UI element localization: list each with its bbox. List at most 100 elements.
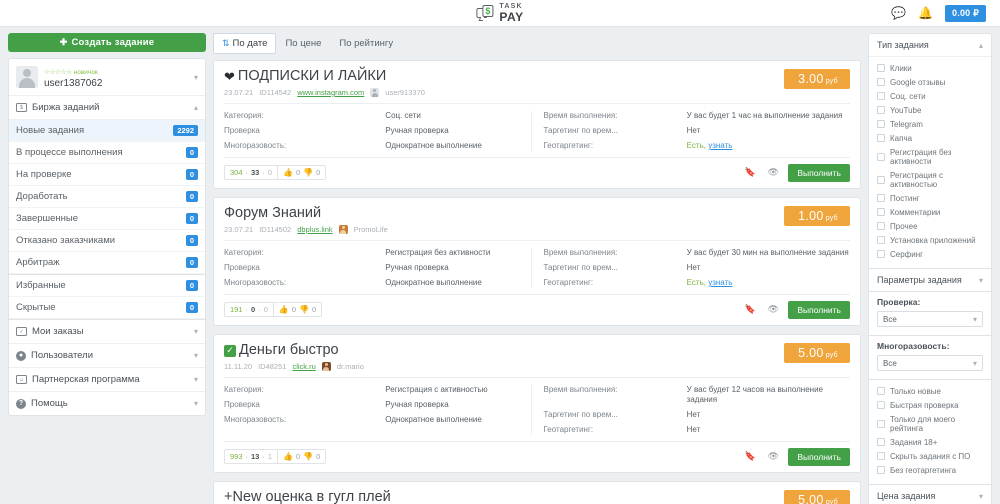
app-logo[interactable]: $ TASK PAY bbox=[476, 3, 523, 23]
thumb-down-icon[interactable]: 👎 bbox=[303, 452, 314, 462]
checkbox-icon[interactable] bbox=[877, 92, 885, 100]
chevron-down-icon[interactable]: ▾ bbox=[193, 72, 198, 82]
task-title[interactable]: +New оценка в гугл плей bbox=[224, 489, 850, 504]
filter-option-posting[interactable]: Постинг bbox=[877, 191, 983, 205]
sidebar-item-hidden[interactable]: Скрытые 0 bbox=[9, 297, 205, 319]
sidebar-section-exchange[interactable]: $ Биржа заданий ▴ bbox=[9, 95, 205, 119]
checkbox-icon[interactable] bbox=[877, 78, 885, 86]
checkbox-icon[interactable] bbox=[877, 466, 885, 474]
filter-option-reg-with-activity[interactable]: Регистрация с активностью bbox=[877, 168, 983, 191]
checkbox-icon[interactable] bbox=[877, 134, 885, 142]
task-author[interactable]: dr.mario bbox=[336, 361, 364, 371]
tab-by-date[interactable]: ⇅ По дате bbox=[213, 33, 277, 54]
sidebar-section-partner[interactable]: ☺ Партнерская программа ▾ bbox=[9, 367, 205, 391]
task-link[interactable]: www.instagram.com bbox=[297, 87, 365, 97]
sidebar-item-favorites[interactable]: Избранные 0 bbox=[9, 274, 205, 297]
eye-icon[interactable]: 👁 bbox=[767, 304, 780, 315]
task-card[interactable]: 3.00 руб ❤ ПОДПИСКИ И ЛАЙКИ 23.07.21 ID11… bbox=[213, 60, 861, 189]
do-task-button[interactable]: Выполнить bbox=[788, 300, 850, 319]
filter-flag-no-geo[interactable]: Без геотаргетинга bbox=[877, 463, 983, 477]
chat-icon[interactable]: 💬 bbox=[891, 6, 907, 20]
thumb-up-icon[interactable]: 👍 bbox=[283, 452, 293, 462]
sidebar-item-in-progress[interactable]: В процессе выполнения 0 bbox=[9, 142, 205, 164]
checkbox-icon[interactable] bbox=[877, 250, 885, 258]
thumb-down-icon[interactable]: 👎 bbox=[303, 168, 314, 178]
task-title[interactable]: ❤ ПОДПИСКИ И ЛАЙКИ bbox=[224, 68, 850, 85]
tab-by-price[interactable]: По цене bbox=[276, 33, 330, 54]
task-card[interactable]: 1.00 руб Форум Знаний 23.07.21 ID114502 d… bbox=[213, 196, 861, 326]
thumb-up-icon[interactable]: 👍 bbox=[278, 305, 289, 315]
filter-option-social[interactable]: Соц. сети bbox=[877, 89, 983, 103]
filter-option-other[interactable]: Прочее bbox=[877, 219, 983, 233]
sidebar-profile[interactable]: ☆☆☆☆☆ новичок user1387062 ▾ bbox=[9, 59, 205, 95]
checkbox-icon[interactable] bbox=[877, 194, 885, 202]
checkbox-icon[interactable] bbox=[877, 387, 885, 395]
filter-option-google-reviews[interactable]: Google отзывы bbox=[877, 75, 983, 89]
task-link[interactable]: click.ru bbox=[292, 361, 316, 371]
filter-repeat-select[interactable]: Все ▾ bbox=[877, 355, 983, 371]
checkbox-icon[interactable] bbox=[877, 419, 885, 428]
checkbox-icon[interactable] bbox=[877, 64, 885, 72]
filter-option-reg-no-activity[interactable]: Регистрация без активности bbox=[877, 145, 983, 168]
filter-option-app-install[interactable]: Установка приложений bbox=[877, 233, 983, 247]
do-task-button[interactable]: Выполнить bbox=[788, 163, 850, 182]
task-link[interactable]: dbplus.link bbox=[297, 224, 333, 234]
checkbox-icon[interactable] bbox=[877, 222, 885, 230]
bookmark-icon[interactable]: 🔖 bbox=[744, 167, 756, 178]
task-title[interactable]: Форум Знаний bbox=[224, 205, 850, 222]
geo-link[interactable]: узнать bbox=[708, 277, 733, 287]
task-footer: 191 · 0 · 0 👍 0 👎 0 🔖 👁 Выполнить bbox=[224, 293, 850, 325]
filter-flag-fast-check[interactable]: Быстрая проверка bbox=[877, 398, 983, 412]
sidebar-item-rework[interactable]: Доработать 0 bbox=[9, 186, 205, 208]
eye-icon[interactable]: 👁 bbox=[767, 167, 780, 178]
checkbox-icon[interactable] bbox=[877, 106, 885, 114]
sidebar-item-new-tasks[interactable]: Новые задания 2292 bbox=[9, 120, 205, 142]
task-card[interactable]: 5.00 руб ✓ Деньги быстро 11.11.20 ID48251… bbox=[213, 333, 861, 473]
sidebar-item-completed[interactable]: Завершенные 0 bbox=[9, 208, 205, 230]
checkbox-icon[interactable] bbox=[877, 236, 885, 244]
thumb-down-icon[interactable]: 👎 bbox=[299, 305, 309, 315]
filter-check-select[interactable]: Все ▾ bbox=[877, 311, 983, 327]
bookmark-icon[interactable]: 🔖 bbox=[744, 304, 756, 315]
checkbox-icon[interactable] bbox=[877, 152, 885, 161]
bell-icon[interactable]: 🔔 bbox=[918, 6, 934, 20]
create-task-button[interactable]: ✚ Создать задание bbox=[8, 33, 206, 52]
stat-dislikes: 0 bbox=[316, 168, 321, 178]
sidebar-section-my-orders[interactable]: ✓ Мои заказы ▾ bbox=[9, 319, 205, 343]
filter-flag-hide-software[interactable]: Скрыть задания с ПО bbox=[877, 449, 983, 463]
sidebar-item-rejected[interactable]: Отказано заказчиками 0 bbox=[9, 230, 205, 252]
balance-badge[interactable]: 0.00 ₽ bbox=[945, 4, 986, 22]
filter-type-header[interactable]: Тип задания ▴ bbox=[869, 34, 991, 56]
filter-option-telegram[interactable]: Telegram bbox=[877, 117, 983, 131]
filter-params-header[interactable]: Параметры задания ▾ bbox=[869, 268, 991, 291]
sidebar-section-help[interactable]: ? Помощь ▾ bbox=[9, 391, 205, 415]
sidebar-section-users[interactable]: ● Пользователи ▾ bbox=[9, 343, 205, 367]
checkbox-icon[interactable] bbox=[877, 120, 885, 128]
checkbox-icon[interactable] bbox=[877, 438, 885, 446]
filter-flag-18plus[interactable]: Задания 18+ bbox=[877, 435, 983, 449]
tab-by-rating[interactable]: По рейтингу bbox=[330, 33, 402, 54]
geo-link[interactable]: узнать bbox=[708, 140, 733, 150]
filter-flag-my-rating[interactable]: Только для моего рейтинга bbox=[877, 412, 983, 435]
task-title[interactable]: ✓ Деньги быстро bbox=[224, 342, 850, 359]
task-author[interactable]: PromoLife bbox=[353, 224, 388, 234]
bookmark-icon[interactable]: 🔖 bbox=[744, 451, 756, 462]
eye-icon[interactable]: 👁 bbox=[767, 451, 780, 462]
checkbox-icon[interactable] bbox=[877, 175, 885, 184]
filter-option-kliki[interactable]: Клики bbox=[877, 61, 983, 75]
do-task-button[interactable]: Выполнить bbox=[788, 447, 850, 466]
checkbox-icon[interactable] bbox=[877, 452, 885, 460]
filter-option-youtube[interactable]: YouTube bbox=[877, 103, 983, 117]
checkbox-icon[interactable] bbox=[877, 208, 885, 216]
filter-option-captcha[interactable]: Капча bbox=[877, 131, 983, 145]
filter-flag-only-new[interactable]: Только новые bbox=[877, 384, 983, 398]
task-author[interactable]: user913370 bbox=[385, 87, 425, 97]
filter-option-comments[interactable]: Комментарии bbox=[877, 205, 983, 219]
filter-option-surfing[interactable]: Серфинг bbox=[877, 247, 983, 261]
sidebar-item-arbitration[interactable]: Арбитраж 0 bbox=[9, 252, 205, 274]
filter-price-header[interactable]: Цена задания ▾ bbox=[869, 484, 991, 504]
thumb-up-icon[interactable]: 👍 bbox=[283, 168, 293, 178]
sidebar-item-on-review[interactable]: На проверке 0 bbox=[9, 164, 205, 186]
checkbox-icon[interactable] bbox=[877, 401, 885, 409]
